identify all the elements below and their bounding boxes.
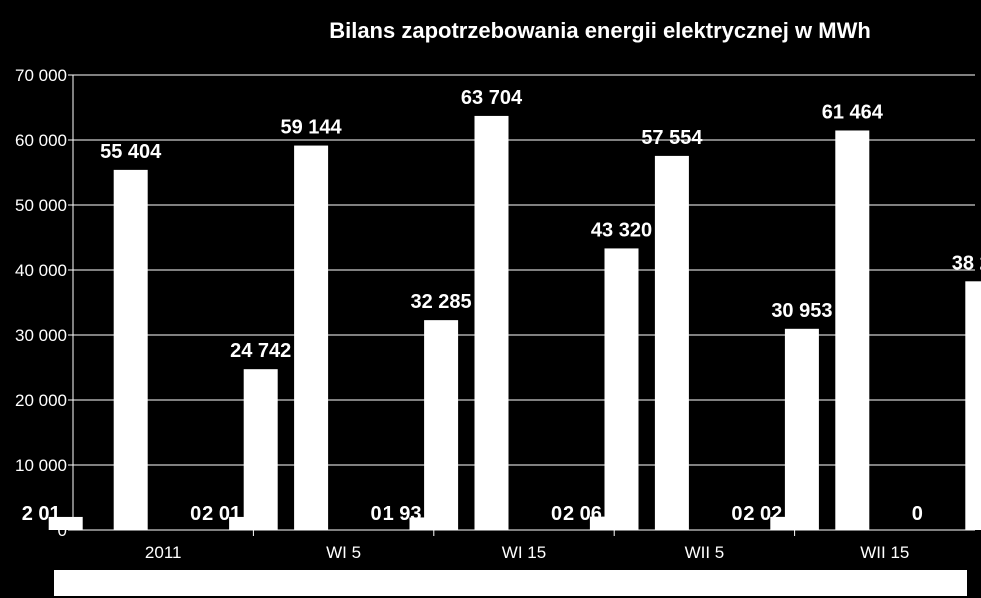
y-tick-label: 50 000 [15,196,67,215]
data-label: 55 404 [100,141,162,163]
bar [424,320,459,530]
bar [770,516,805,530]
data-label: 2 02 [743,503,782,525]
bar [784,328,819,530]
y-tick-label: 30 000 [15,326,67,345]
y-tick-label: 70 000 [15,66,67,85]
data-label: 59 144 [281,117,343,139]
y-tick-label: 20 000 [15,391,67,410]
bar [589,516,624,530]
y-tick-label: 60 000 [15,131,67,150]
chart-title: Bilans zapotrzebowania energii elektrycz… [329,18,871,43]
bars-group [48,115,981,531]
bar [48,516,83,530]
data-label: 2 01 [202,503,241,525]
data-label: 0 [731,503,742,525]
x-axis: 2011 WI 5 WI 15 WII 5 WII 15 [73,529,975,562]
x-tick-label: WI 5 [326,543,361,562]
data-labels: 2 01 55 404 0 24 742 2 01 59 144 0 32 285 1 93 63… [22,87,981,525]
data-label: 0 [190,503,201,525]
data-label: 0 [912,503,923,525]
data-label: 61 464 [822,101,884,123]
bar [113,169,148,530]
x-tick-label: WII 15 [860,543,909,562]
bar [654,155,689,531]
data-label: 43 320 [591,219,652,241]
x-tick-label: WII 5 [685,543,725,562]
y-tick-label: 10 000 [15,456,67,475]
bar [294,145,329,530]
data-label: 0 [371,503,382,525]
data-label: 57 554 [641,127,703,149]
gridlines [73,74,975,466]
data-label: 32 285 [411,291,472,313]
data-label: 2 06 [563,503,602,525]
data-label: 2 01 [22,503,61,525]
bar [835,130,870,530]
data-label: 38 261 [952,252,981,274]
bar [474,115,509,530]
y-tick-label: 40 000 [15,261,67,280]
bar [229,516,264,530]
bar [604,248,639,531]
bar [409,517,444,530]
data-label: 63 704 [461,87,523,109]
legend-area [54,570,967,596]
y-axis: 0 10 000 20 000 30 000 40 000 50 000 60 000 70 … [15,66,74,540]
bar [965,281,981,530]
data-label: 1 93 [383,503,422,525]
data-label: 30 953 [771,300,832,322]
y-tick-label: 0 [58,521,67,540]
x-tick-label: WI 15 [502,543,546,562]
data-label: 0 [551,503,562,525]
x-tick-label: 2011 [145,543,182,562]
data-label: 24 742 [230,340,291,362]
bar [243,369,278,530]
